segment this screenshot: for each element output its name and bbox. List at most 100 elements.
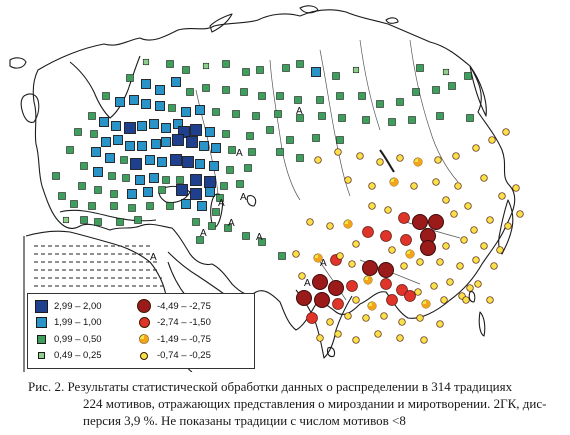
square-marker	[166, 60, 174, 68]
circle-marker	[334, 330, 342, 338]
square-marker	[464, 72, 472, 80]
square-marker	[222, 86, 230, 94]
square-marker	[408, 116, 416, 124]
square-marker	[122, 174, 130, 182]
square-marker	[282, 64, 290, 72]
square-marker	[396, 98, 404, 106]
circle-marker	[368, 202, 376, 210]
square-marker	[99, 117, 109, 127]
a-marker-label: A	[228, 218, 235, 229]
pie-circle-marker	[363, 275, 373, 285]
square-marker	[352, 66, 360, 74]
sri-lanka	[326, 346, 336, 358]
circle-marker	[378, 262, 394, 278]
legend-circles-column: -4,49 – -2,75 -2,74 – -1,50 -1,49 – -0,7…	[136, 298, 211, 364]
circle-marker	[504, 222, 512, 230]
square-marker	[157, 157, 167, 167]
square-marker	[192, 218, 200, 226]
square-marker	[135, 175, 145, 185]
square-marker	[197, 201, 207, 211]
a-marker-label: A	[320, 258, 327, 269]
circle-marker	[384, 206, 392, 214]
circle-marker	[466, 284, 474, 292]
square-marker	[88, 112, 96, 120]
square-marker	[362, 116, 370, 124]
square-marker	[388, 118, 396, 126]
square-marker	[256, 66, 264, 74]
square-marker	[416, 64, 424, 72]
a-marker-label: A	[218, 198, 225, 209]
eurasia-coastline	[32, 9, 516, 331]
square-marker	[211, 143, 221, 153]
square-marker	[105, 153, 115, 163]
square-marker	[115, 97, 125, 107]
circle-marker	[332, 298, 344, 310]
square-marker	[205, 187, 215, 197]
square-marker	[226, 166, 234, 174]
square-marker	[151, 139, 161, 149]
legend-label: -0,74 – -0,25	[157, 350, 211, 362]
circle-marker	[348, 260, 356, 268]
square-marker	[244, 164, 252, 172]
legend-label: 2,99 – 2,00	[54, 300, 102, 312]
square-marker	[222, 130, 230, 138]
circle-marker	[400, 234, 412, 246]
square-marker	[278, 252, 286, 260]
circle-marker	[472, 256, 480, 264]
pie-circle-marker	[313, 253, 323, 263]
circle-marker	[396, 154, 404, 162]
square-marker	[162, 176, 170, 184]
square-marker	[178, 126, 190, 138]
legend-item: -0,74 – -0,25	[136, 348, 211, 365]
square-marker	[236, 180, 244, 188]
square-marker	[212, 208, 220, 216]
circle-marker	[352, 296, 360, 304]
map-legend: 2,99 – 2,00 1,99 – 1,00 0,99 – 0,50 0,49…	[27, 293, 255, 369]
square-marker	[66, 146, 74, 154]
circle-marker	[436, 320, 444, 328]
square-marker	[173, 119, 183, 129]
square-marker	[58, 192, 66, 200]
circle-marker	[356, 152, 364, 160]
square-marker	[412, 88, 420, 96]
circle-marker	[386, 294, 398, 306]
square-marker	[110, 202, 118, 210]
scandinavia-coastline	[69, 55, 141, 119]
square-marker	[224, 224, 232, 232]
square-marker	[220, 182, 228, 190]
square-marker	[142, 58, 150, 66]
circle-marker	[470, 226, 478, 234]
square-marker	[171, 77, 181, 87]
circle-marker	[368, 182, 376, 190]
circle-marker	[336, 252, 344, 260]
circle-marker	[314, 292, 330, 308]
circle-marker	[352, 240, 360, 248]
circle-marker	[400, 262, 408, 270]
circle-marker	[312, 274, 328, 290]
circle-marker	[374, 330, 382, 338]
square-markers	[52, 58, 474, 260]
circle-marker	[328, 280, 344, 296]
square-marker	[182, 66, 190, 74]
aral-sea	[246, 195, 257, 207]
square-marker	[318, 112, 326, 120]
north-africa-hatching	[34, 245, 164, 287]
circle-marker	[316, 334, 324, 342]
circle-marker	[346, 280, 358, 292]
circle-marker	[414, 288, 422, 296]
legend-label: 0,49 – 0,25	[54, 350, 102, 362]
mediterranean-shore	[59, 209, 157, 222]
green-square-icon	[36, 334, 46, 344]
square-marker	[252, 112, 260, 120]
square-marker	[432, 86, 440, 94]
square-marker	[127, 189, 137, 199]
square-marker	[176, 184, 188, 196]
square-marker	[149, 173, 159, 183]
square-marker	[202, 84, 210, 92]
circle-marker	[480, 174, 488, 182]
square-marker	[80, 216, 88, 224]
square-marker	[286, 136, 294, 144]
square-marker	[62, 216, 70, 224]
circle-marker	[496, 246, 504, 254]
